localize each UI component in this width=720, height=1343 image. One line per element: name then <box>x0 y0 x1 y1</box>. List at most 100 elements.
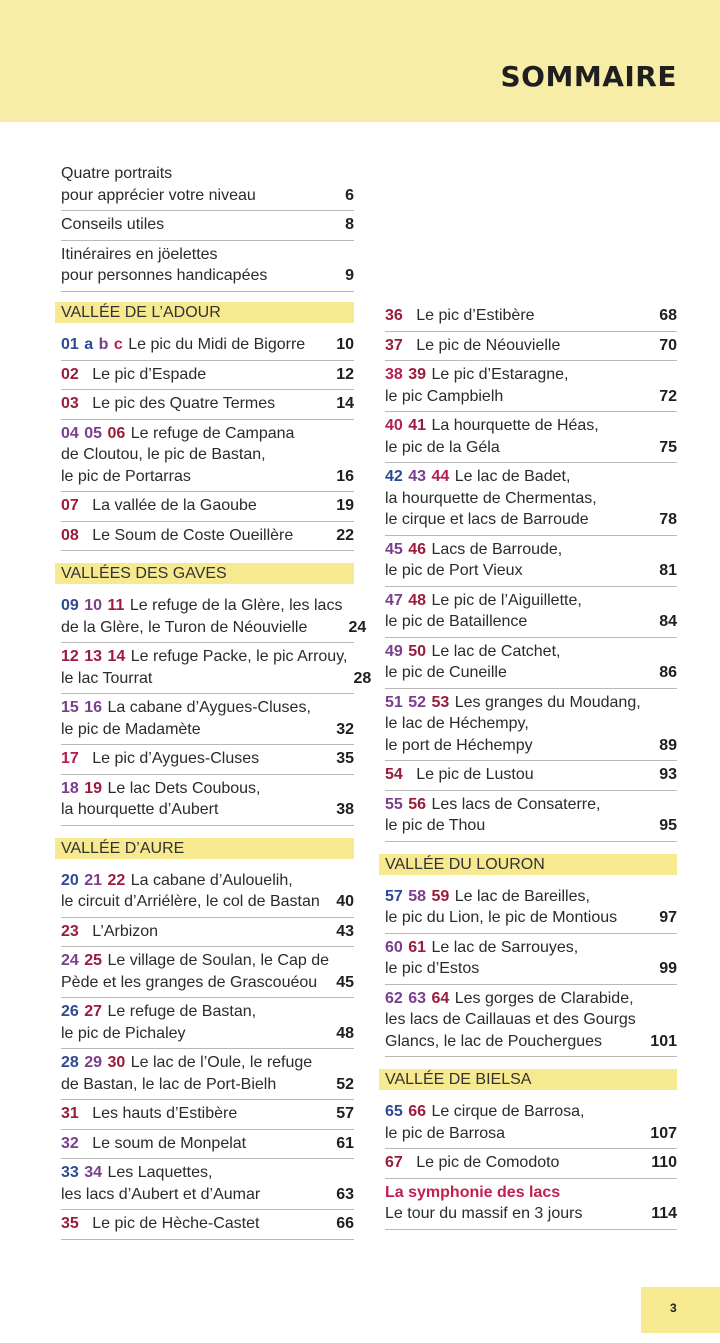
toc-entry-page: 24 <box>348 618 367 636</box>
route-number: 26 <box>61 1003 79 1020</box>
page-title: SOMMAIRE <box>500 60 677 93</box>
toc-entry[interactable]: 36 Le pic d’Estibère 68 <box>385 302 677 332</box>
toc-entry[interactable]: 47 48 Le pic de l’Aiguillette, le pic de … <box>385 587 677 638</box>
route-number: 46 <box>408 540 427 558</box>
toc-entry[interactable]: 51 52 53 Les granges du Moudang, le lac d… <box>385 689 677 761</box>
toc-entry[interactable]: 15 16 La cabane d’Aygues-Cluses, le pic d… <box>61 694 354 745</box>
toc-entry[interactable]: 18 19 Le lac Dets Coubous, la hourquette … <box>61 775 354 826</box>
toc-entry-line: 09 10 11 Le refuge de la Glère, les lacs <box>61 597 343 614</box>
toc-entry-line: 33 34 Les Laquettes, <box>61 1164 213 1181</box>
toc-entry-page: 22 <box>336 526 354 544</box>
toc-entry[interactable]: 23 L’Arbizon 43 <box>61 918 354 947</box>
toc-entry[interactable]: 57 58 59 Le lac de Bareilles, le pic du L… <box>385 883 677 934</box>
toc-entry[interactable]: 28 29 30 Le lac de l’Oule, le refuge de B… <box>61 1049 354 1100</box>
route-number: 55 <box>385 795 403 813</box>
route-number: 01 <box>61 336 79 353</box>
route-number: 41 <box>408 417 427 434</box>
toc-entry-text: 18 19 Le lac Dets Coubous, la hourquette … <box>61 778 336 821</box>
toc-entry[interactable]: 04 05 06 Le refuge de Campana de Cloutou,… <box>61 420 354 492</box>
toc-entry-text: 60 61 Le lac de Sarrouyes, le pic d’Estos <box>385 937 659 980</box>
toc-entry-line: les lacs de Caillauas et des Gourgs <box>385 1011 636 1028</box>
toc-entry[interactable]: 12 13 14 Le refuge Packe, le pic Arrouy,… <box>61 643 371 694</box>
toc-entry[interactable]: 09 10 11 Le refuge de la Glère, les lacs… <box>61 592 366 643</box>
route-number: 08 <box>61 526 79 544</box>
toc-entry[interactable]: 62 63 64 Les gorges de Clarabide, les lac… <box>385 985 677 1057</box>
toc-entry-text: La symphonie des lacs Le tour du massif e… <box>385 1182 651 1225</box>
toc-entry-line: 07 La vallée de la Gaoube <box>61 497 257 514</box>
special-entry-title: La symphonie des lacs <box>385 1183 561 1201</box>
toc-entry-page: 14 <box>336 395 354 412</box>
toc-entry[interactable]: La symphonie des lacs Le tour du massif e… <box>385 1179 677 1230</box>
toc-entry-page: 70 <box>659 336 677 354</box>
toc-entry-line: le pic du Lion, le pic de Montious <box>385 909 618 926</box>
toc-entry-line: 37 Le pic de Néouvielle <box>385 336 561 354</box>
toc-entry-text: 36 Le pic d’Estibère <box>385 305 659 327</box>
toc-entry[interactable]: 31 Les hauts d’Estibère 57 <box>61 1100 354 1130</box>
route-number: 67 <box>385 1154 403 1171</box>
toc-entry-line: Pède et les granges de Grascouéou <box>61 973 318 991</box>
toc-entry-line: 32 Le soum de Monpelat <box>61 1134 247 1152</box>
toc-entry[interactable]: 40 41 La hourquette de Héas, le pic de la… <box>385 412 677 463</box>
toc-entry[interactable]: 54 Le pic de Lustou 93 <box>385 761 677 791</box>
toc-entry[interactable]: 26 27 Le refuge de Bastan, le pic de Pich… <box>61 998 354 1049</box>
toc-entry[interactable]: 37 Le pic de Néouvielle 70 <box>385 332 677 361</box>
page-number-box <box>641 1287 720 1333</box>
toc-entry[interactable]: Conseils utiles 8 <box>61 211 354 241</box>
toc-entry-line: 62 63 64 Les gorges de Clarabide, <box>385 989 634 1007</box>
toc-entry-page: 114 <box>651 1205 677 1222</box>
toc-entry-text: 26 27 Le refuge de Bastan, le pic de Pich… <box>61 1001 336 1044</box>
toc-entry-page: 61 <box>336 1134 354 1152</box>
toc-entry-page: 19 <box>336 497 354 514</box>
section-header: VALLÉE DU LOURON <box>379 853 677 875</box>
toc-entry[interactable]: 60 61 Le lac de Sarrouyes, le pic d’Estos… <box>385 934 677 985</box>
toc-entry[interactable]: 42 43 44 Le lac de Badet, la hourquette d… <box>385 463 677 536</box>
toc-entry-text: 57 58 59 Le lac de Bareilles, le pic du L… <box>385 886 659 929</box>
toc-entry-page: 101 <box>650 1032 677 1050</box>
toc-entry[interactable]: 33 34 Les Laquettes, les lacs d’Aubert et… <box>61 1159 354 1210</box>
toc-entry-page: 9 <box>345 267 354 284</box>
toc-entry[interactable]: 08 Le Soum de Coste Oueillère 22 <box>61 522 354 551</box>
toc-entry[interactable]: 17 Le pic d’Aygues-Cluses 35 <box>61 745 354 775</box>
toc-entry-line: pour personnes handicapées <box>61 267 268 284</box>
toc-section: VALLÉE DE L’ADOUR 01 a b c Le pic du Midi… <box>55 302 354 551</box>
toc-entry-line: 67 Le pic de Comodoto <box>385 1154 560 1171</box>
route-number: 63 <box>408 989 427 1007</box>
toc-entry-page: 45 <box>336 973 354 991</box>
toc-entry[interactable]: 67 Le pic de Comodoto 110 <box>385 1149 677 1179</box>
toc-entry-line: 20 21 22 La cabane d’Aulouelih, <box>61 871 293 889</box>
route-number: c <box>113 336 123 353</box>
route-number: 24 <box>61 952 79 969</box>
toc-entry-text: 24 25 Le village de Soulan, le Cap de Pèd… <box>61 950 336 993</box>
toc-entry-page: 16 <box>336 467 354 485</box>
toc-entry-line: 03 Le pic des Quatre Termes <box>61 395 276 412</box>
toc-section: 36 Le pic d’Estibère 68 37 Le pic de Néouv… <box>379 302 677 842</box>
toc-entry[interactable]: 20 21 22 La cabane d’Aulouelih, le circui… <box>61 867 354 918</box>
toc-entry[interactable]: 24 25 Le village de Soulan, le Cap de Pèd… <box>61 947 354 998</box>
toc-entry[interactable]: Quatre portraits pour apprécier votre niv… <box>61 160 354 211</box>
toc-entry[interactable]: 38 39 Le pic d’Estaragne, le pic Campbiel… <box>385 361 677 412</box>
toc-entry[interactable]: 07 La vallée de la Gaoube 19 <box>61 492 354 522</box>
route-number: 16 <box>84 699 103 716</box>
route-number: 66 <box>408 1103 427 1120</box>
toc-entry-text: Conseils utiles <box>61 214 345 236</box>
route-number: 09 <box>61 597 79 614</box>
toc-entry[interactable]: Itinéraires en jöelettes pour personnes h… <box>61 241 354 292</box>
toc-entry-line: le pic de Madamète <box>61 720 201 738</box>
route-number: 30 <box>107 1054 126 1071</box>
toc-entry[interactable]: 03 Le pic des Quatre Termes 14 <box>61 390 354 420</box>
route-number: 52 <box>408 693 427 711</box>
toc-entry-line: la hourquette de Chermentas, <box>385 489 597 507</box>
toc-entry[interactable]: 65 66 Le cirque de Barrosa, le pic de Bar… <box>385 1098 677 1149</box>
toc-entry-text: 08 Le Soum de Coste Oueillère <box>61 525 336 547</box>
toc-entry[interactable]: 02 Le pic d’Espade 12 <box>61 361 354 390</box>
route-number: 21 <box>84 871 103 889</box>
toc-entry[interactable]: 45 46 Lacs de Barroude, le pic de Port Vi… <box>385 536 677 587</box>
route-number: b <box>98 336 109 353</box>
toc-entry[interactable]: 35 Le pic de Hèche-Castet 66 <box>61 1210 354 1240</box>
toc-entry[interactable]: 01 a b c Le pic du Midi de Bigorre 10 <box>61 331 354 361</box>
toc-entry-page: 63 <box>336 1185 354 1203</box>
toc-entry[interactable]: 55 56 Les lacs de Consaterre, le pic de T… <box>385 791 677 842</box>
toc-entry[interactable]: 49 50 Le lac de Catchet, le pic de Cuneil… <box>385 638 677 689</box>
toc-entry-line: le pic de Bataillence <box>385 613 528 630</box>
toc-entry[interactable]: 32 Le soum de Monpelat 61 <box>61 1130 354 1159</box>
